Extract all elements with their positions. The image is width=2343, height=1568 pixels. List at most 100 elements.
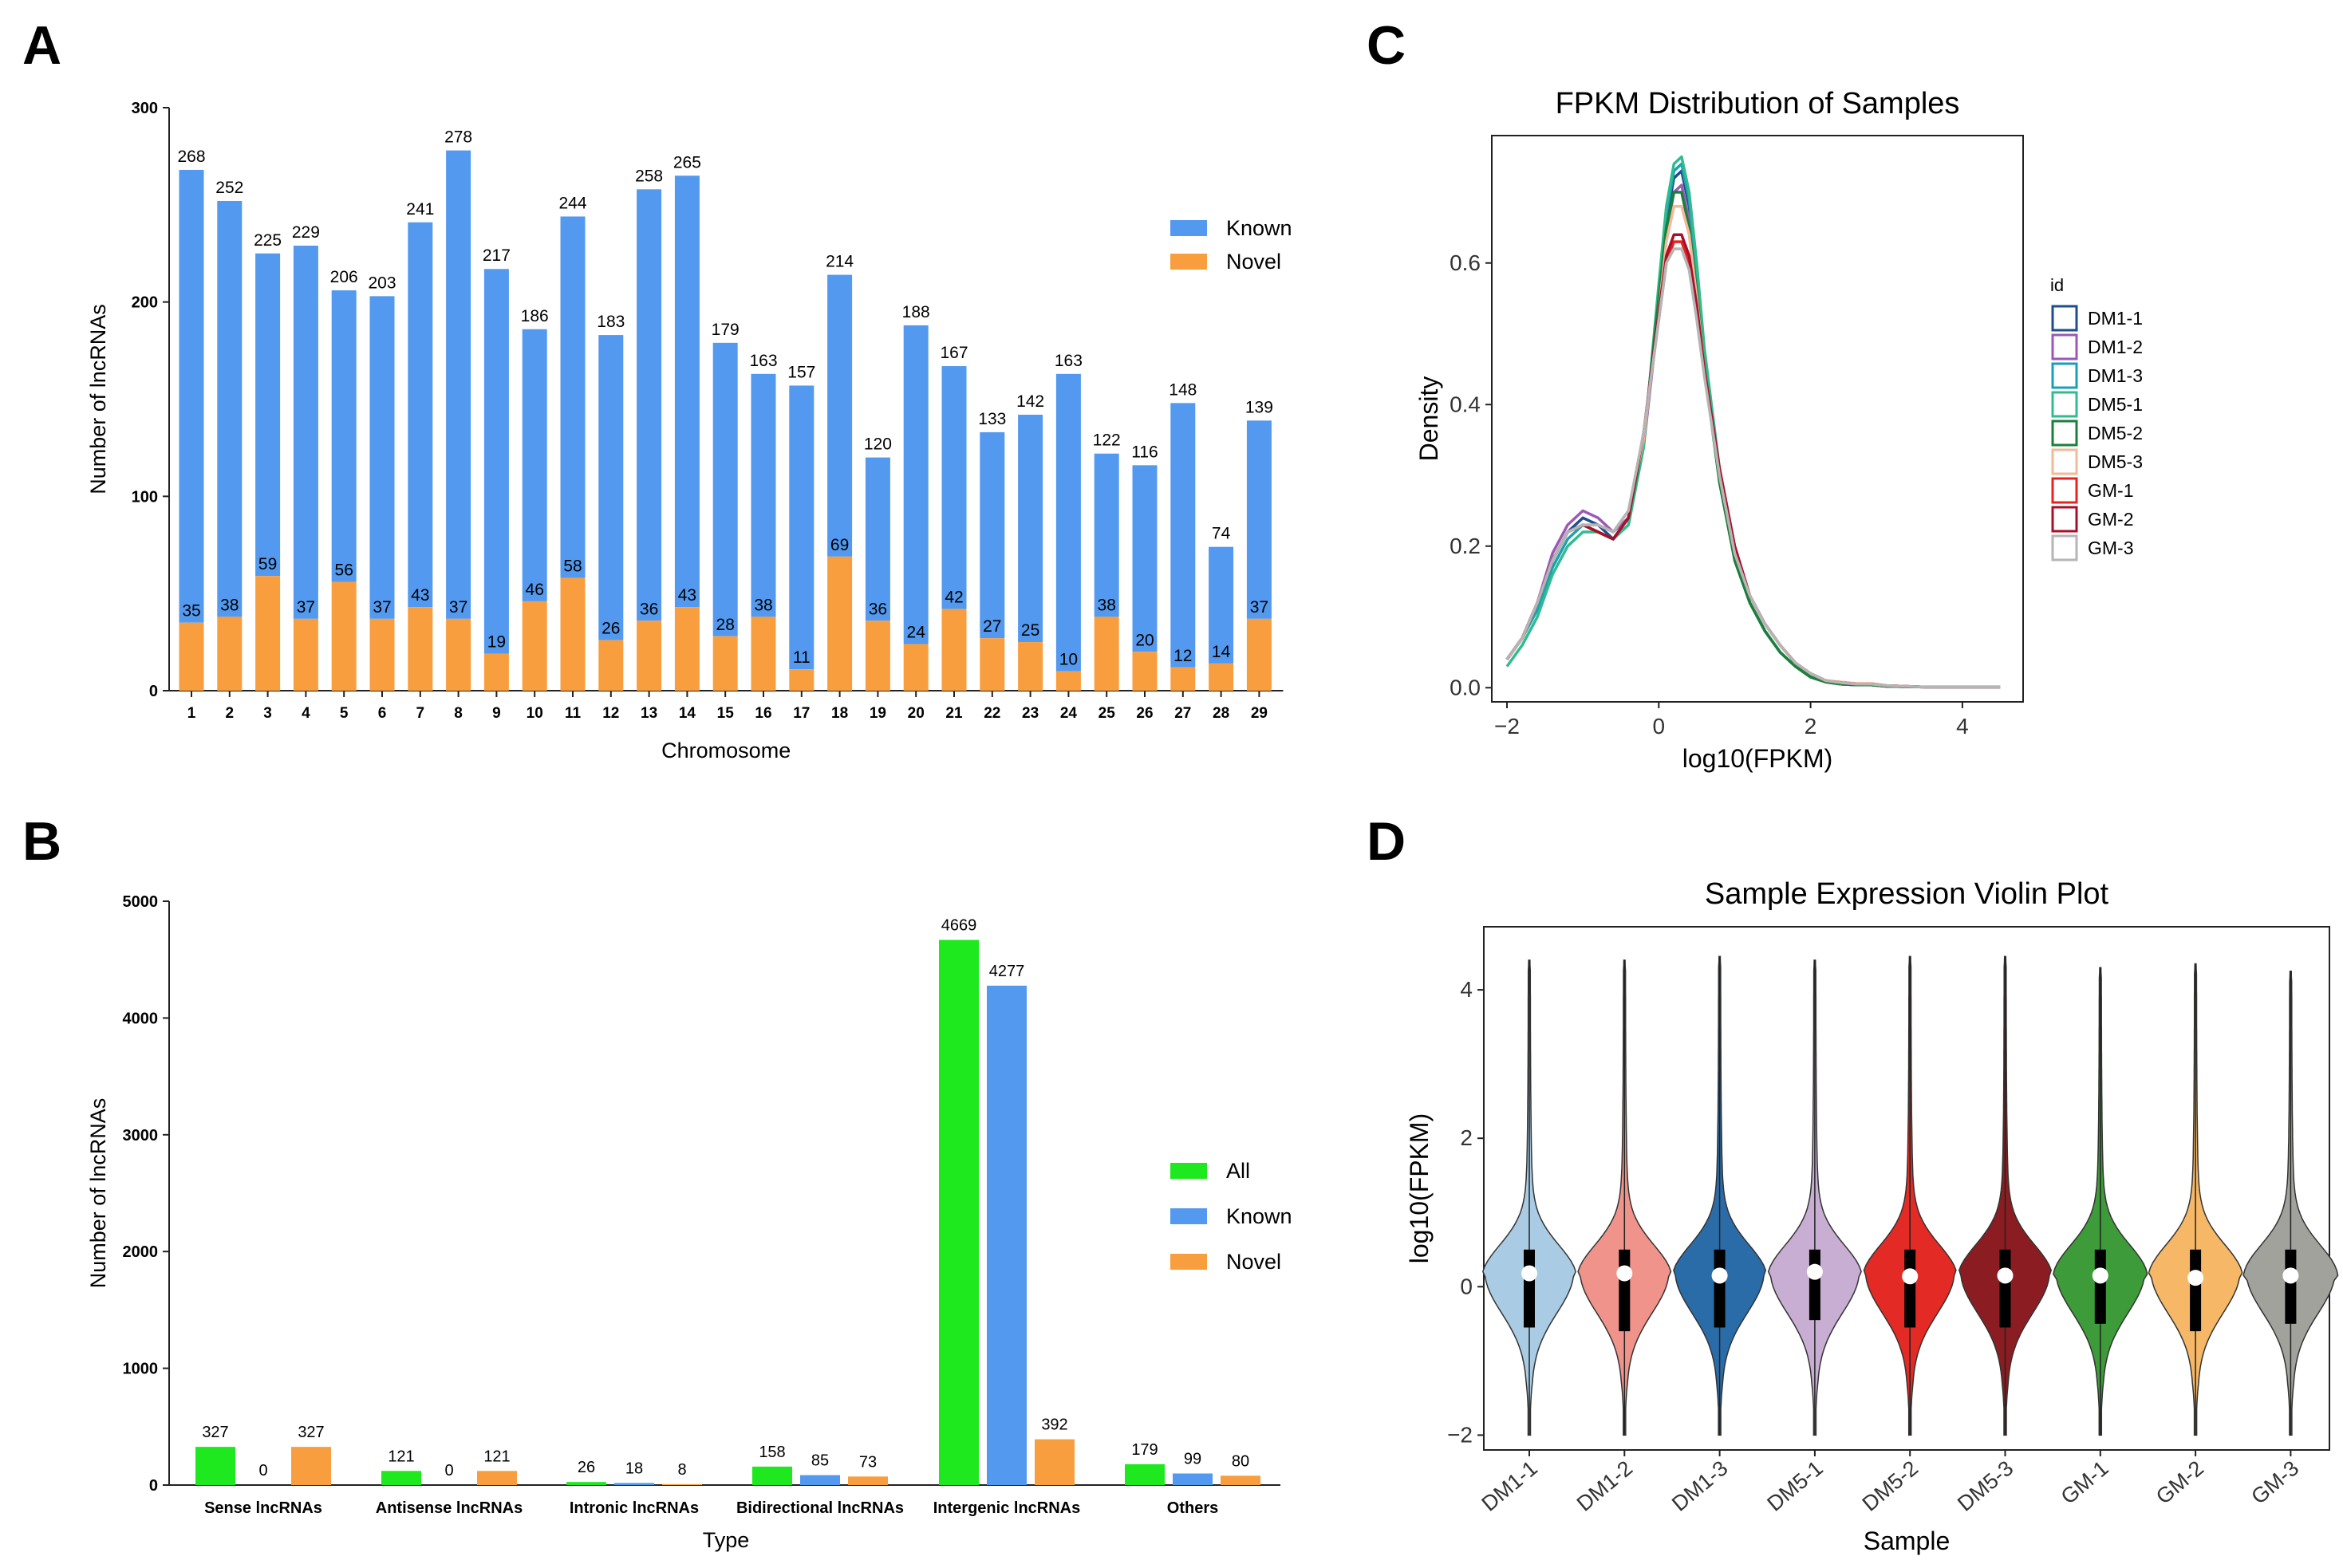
bar-value-label: 179 — [1131, 1441, 1158, 1459]
x-tick-label: 26 — [1136, 705, 1153, 722]
bar-total-label: 133 — [978, 410, 1006, 428]
bar-known — [903, 325, 929, 644]
density-line-dm5-3 — [1505, 205, 2001, 689]
x-tick-label: 2 — [226, 705, 235, 722]
legend-swatch — [1170, 220, 1207, 236]
x-tick-label: DM5-2 — [1858, 1456, 1923, 1516]
violin-median-dot — [2092, 1267, 2108, 1284]
bar-total-label: 244 — [558, 194, 586, 212]
bar-total-label: 157 — [787, 363, 815, 381]
plot-frame — [1491, 135, 2024, 703]
x-tick-label: 3 — [263, 705, 272, 722]
bar-novel-label: 38 — [1098, 596, 1116, 614]
legend-label: GM-3 — [2088, 538, 2134, 558]
bar-known — [987, 985, 1027, 1485]
y-axis-title: Number of lncRNAs — [86, 304, 110, 494]
x-tick-label: 5 — [340, 705, 349, 722]
violin-median-dot — [1521, 1265, 1537, 1282]
bar-novel — [331, 581, 357, 691]
bar-known — [1094, 453, 1119, 617]
x-tick-label: 7 — [416, 705, 425, 722]
x-tick-label: −2 — [1494, 714, 1520, 739]
legend-label: DM1-2 — [2088, 337, 2143, 357]
bar-novel — [477, 1471, 517, 1485]
y-tick-label: 0 — [149, 683, 158, 700]
panel-label-c: C — [1367, 15, 1406, 76]
legend-swatch — [1170, 1163, 1207, 1179]
y-axis-title: Number of lncRNAs — [86, 1098, 110, 1289]
bar-total-label: 265 — [673, 153, 701, 171]
bar-novel-label: 38 — [220, 596, 239, 614]
violin-iqr-box — [1904, 1249, 1916, 1328]
bar-total-label: 214 — [826, 253, 854, 271]
x-tick-label: 6 — [378, 705, 387, 722]
legend-swatch — [2051, 391, 2078, 418]
bar-novel-label: 25 — [1021, 621, 1039, 640]
x-tick-label: Intronic lncRNAs — [570, 1499, 699, 1517]
bar-known — [1132, 465, 1158, 652]
legend-swatch — [1170, 1254, 1207, 1270]
bar-novel — [369, 618, 395, 691]
y-tick-label: 5000 — [123, 893, 159, 911]
bar-novel-label: 11 — [793, 648, 811, 667]
bar-novel — [598, 640, 624, 691]
bar-known — [255, 253, 281, 577]
bar-value-label: 85 — [811, 1452, 829, 1470]
bar-known — [712, 342, 738, 636]
legend-swatch — [1170, 254, 1207, 270]
x-tick-label: 13 — [641, 705, 657, 722]
x-tick-label: 22 — [984, 705, 1000, 722]
y-axis-title: Density — [1414, 376, 1443, 462]
y-tick-label: 0.6 — [1450, 250, 1481, 275]
bar-value-label: 8 — [677, 1461, 686, 1479]
violin-iqr-box — [1809, 1249, 1820, 1321]
violin-median-dot — [2282, 1267, 2299, 1284]
bar-value-label: 26 — [578, 1459, 595, 1476]
bar-known — [941, 366, 967, 609]
bar-novel-label: 37 — [449, 598, 467, 617]
x-axis-title: log10(FPKM) — [1682, 744, 1833, 773]
legend-label: DM5-1 — [2088, 394, 2143, 415]
bar-total-label: 183 — [597, 313, 625, 331]
x-tick-label: DM5-1 — [1762, 1456, 1827, 1516]
bar-novel-label: 43 — [411, 586, 429, 605]
legend-swatch — [2051, 420, 2078, 447]
y-tick-label: 2 — [1460, 1125, 1473, 1150]
bar-novel — [827, 556, 853, 691]
x-tick-label: 15 — [717, 705, 735, 722]
y-tick-label: 1000 — [123, 1361, 159, 1378]
bar-all — [381, 1471, 421, 1485]
chart-title: Sample Expression Violin Plot — [1705, 877, 2109, 911]
x-tick-label: GM-3 — [2246, 1456, 2303, 1509]
x-tick-label: 8 — [454, 705, 463, 722]
x-tick-label: 24 — [1060, 705, 1078, 722]
x-axis-title: Type — [703, 1528, 750, 1552]
x-tick-label: GM-2 — [2152, 1456, 2208, 1509]
legend-label: All — [1226, 1159, 1250, 1183]
legend-swatch — [2051, 448, 2078, 475]
bar-novel — [712, 636, 738, 691]
bar-total-label: 186 — [521, 307, 549, 325]
bar-known — [522, 329, 547, 601]
plot-frame — [1483, 926, 2330, 1451]
bar-known — [1209, 546, 1234, 664]
bar-novel-label: 20 — [1135, 631, 1154, 649]
bar-total-label: 142 — [1016, 392, 1044, 411]
y-tick-label: 4000 — [123, 1010, 159, 1027]
x-tick-label: 21 — [945, 705, 963, 722]
legend-label: DM1-1 — [2088, 308, 2143, 329]
chart-title: FPKM Distribution of Samples — [1556, 87, 1960, 120]
x-tick-label: DM1-2 — [1572, 1456, 1637, 1516]
legend-label: GM-2 — [2088, 509, 2134, 530]
x-tick-label: 2 — [1805, 714, 1817, 739]
bar-novel — [674, 607, 700, 691]
bar-total-label: 163 — [1055, 352, 1083, 370]
x-tick-label: DM1-1 — [1477, 1456, 1542, 1516]
x-tick-label: 4 — [302, 705, 310, 722]
violin-median-dot — [1711, 1267, 1728, 1284]
bar-value-label: 392 — [1041, 1416, 1067, 1434]
legend-swatch — [2051, 305, 2078, 332]
bar-total-label: 225 — [254, 231, 282, 250]
density-line-gm-2 — [1505, 233, 2001, 689]
bar-total-label: 139 — [1245, 398, 1273, 416]
